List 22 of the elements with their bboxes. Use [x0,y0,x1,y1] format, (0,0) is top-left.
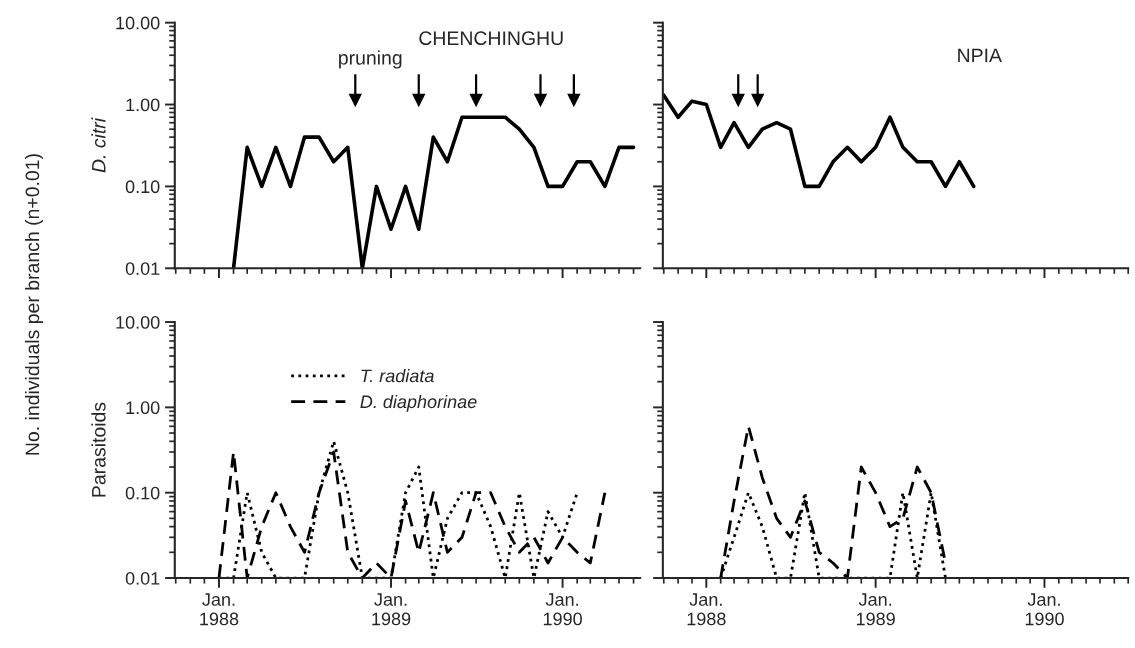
y-tick-label: 1.00 [126,401,160,415]
y-tick-label: 0.01 [125,262,160,275]
y-tick-label: 1.00 [126,98,160,112]
x-tick-label: Jan. 1988 [687,593,726,626]
legend-label: T. radiata [361,369,434,383]
y-tick-label: 0.10 [125,180,160,194]
annotation: CHENCHINGHU [419,31,563,46]
y-tick-label: 0.01 [125,571,160,585]
y-tick-label: 0.10 [125,486,160,500]
y-tick-label: 10.00 [116,315,160,329]
x-tick-label: Jan. 1989 [856,593,895,626]
x-tick-label: Jan. 1990 [543,593,582,626]
annotation: pruning [339,50,402,69]
x-tick-label: Jan. 1990 [1025,593,1064,626]
text: No. individuals per branch (n+0.01) [24,154,44,455]
x-tick-label: Jan. 1988 [200,593,239,626]
annotation: NPIA [958,48,1002,63]
legend-label: D. diaphorinae [360,394,477,412]
y-axis-title: D. citri [91,117,106,173]
y-axis-title: Parasitoids [91,402,106,497]
y-tick-label: 10.00 [116,16,160,30]
x-tick-label: Jan. 1989 [372,593,411,626]
